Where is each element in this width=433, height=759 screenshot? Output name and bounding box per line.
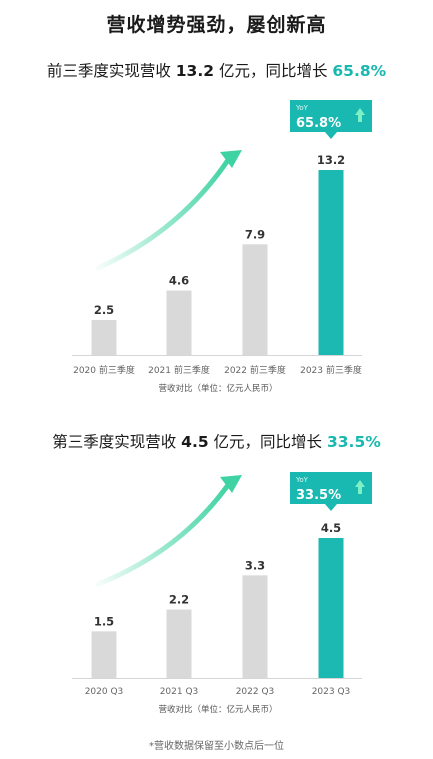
- growth-arrow-line: [95, 482, 231, 587]
- bar-value-label: 4.6: [169, 274, 189, 288]
- bar-value-label: 1.5: [94, 614, 114, 628]
- growth-arrow-head-icon: [220, 475, 242, 493]
- section1-title-value: 13.2: [175, 62, 215, 80]
- bar-value-label: 13.2: [317, 153, 345, 167]
- category-label: 2020 前三季度: [73, 364, 135, 376]
- yoy-badge-value: 65.8%: [296, 116, 341, 131]
- category-label: 2023 前三季度: [300, 364, 362, 376]
- yoy-badge-label: YoY: [295, 104, 309, 112]
- bar-2: [166, 290, 192, 355]
- bar-3: [242, 244, 268, 355]
- section1-title-growth: 65.8%: [332, 62, 387, 80]
- bar-3: [242, 575, 268, 678]
- bar-value-label: 2.2: [169, 593, 189, 607]
- category-label: 2022 Q3: [236, 687, 275, 697]
- bar-value-label: 7.9: [245, 227, 265, 241]
- bar-value-label: 2.5: [94, 303, 114, 317]
- up-arrow-icon: [355, 108, 365, 122]
- section1-title-prefix: 前三季度实现营收: [46, 62, 176, 80]
- bar-1: [91, 319, 117, 355]
- section2-title-value: 4.5: [181, 433, 209, 451]
- section2-title-prefix: 第三季度实现营收: [52, 433, 182, 451]
- yoy-badge-label: YoY: [295, 476, 309, 484]
- section1-title: 前三季度实现营收 13.2 亿元，同比增长 65.8%: [0, 59, 433, 81]
- x-axis-label: 营收对比（单位：亿元人民币）: [158, 704, 277, 715]
- page-title: 营收增势强劲，屡创新高: [106, 14, 327, 36]
- footnote: *营收数据保留至小数点后一位: [149, 741, 284, 752]
- category-label: 2021 Q3: [160, 687, 199, 697]
- growth-arrow-head-icon: [220, 150, 242, 168]
- section1-title-mid: 亿元，同比增长: [214, 62, 333, 80]
- x-axis-label: 营收对比（单位：亿元人民币）: [158, 383, 277, 394]
- bar-value-label: 4.5: [321, 521, 341, 535]
- section2-title: 第三季度实现营收 4.5 亿元，同比增长 33.5%: [0, 430, 433, 452]
- yoy-badge: [290, 100, 372, 139]
- category-label: 2023 Q3: [312, 687, 351, 697]
- category-label: 2020 Q3: [85, 687, 124, 697]
- yoy-badge: [290, 472, 372, 511]
- bar-1: [91, 631, 117, 678]
- category-label: 2021 前三季度: [148, 364, 210, 376]
- bar-value-label: 3.3: [245, 558, 265, 572]
- bar-2: [166, 609, 192, 678]
- yoy-badge-value: 33.5%: [296, 488, 341, 503]
- section2-title-mid: 亿元，同比增长: [208, 433, 327, 451]
- section2-title-growth: 33.5%: [326, 433, 381, 451]
- chart-third-quarter: 1.5 2020 Q3 2.2 2021 Q3 3.3 2022 Q3 4.5 2023 Q3…: [72, 472, 372, 715]
- bar-4: [318, 538, 344, 678]
- category-label: 2022 前三季度: [224, 364, 286, 376]
- bar-4: [318, 170, 344, 355]
- growth-arrow-line: [95, 157, 231, 271]
- up-arrow-icon: [355, 480, 365, 494]
- chart-first-three-quarters: 2.5 2020 前三季度 4.6 2021 前三季度 7.9 2022 前三季度 13.2…: [72, 100, 372, 394]
